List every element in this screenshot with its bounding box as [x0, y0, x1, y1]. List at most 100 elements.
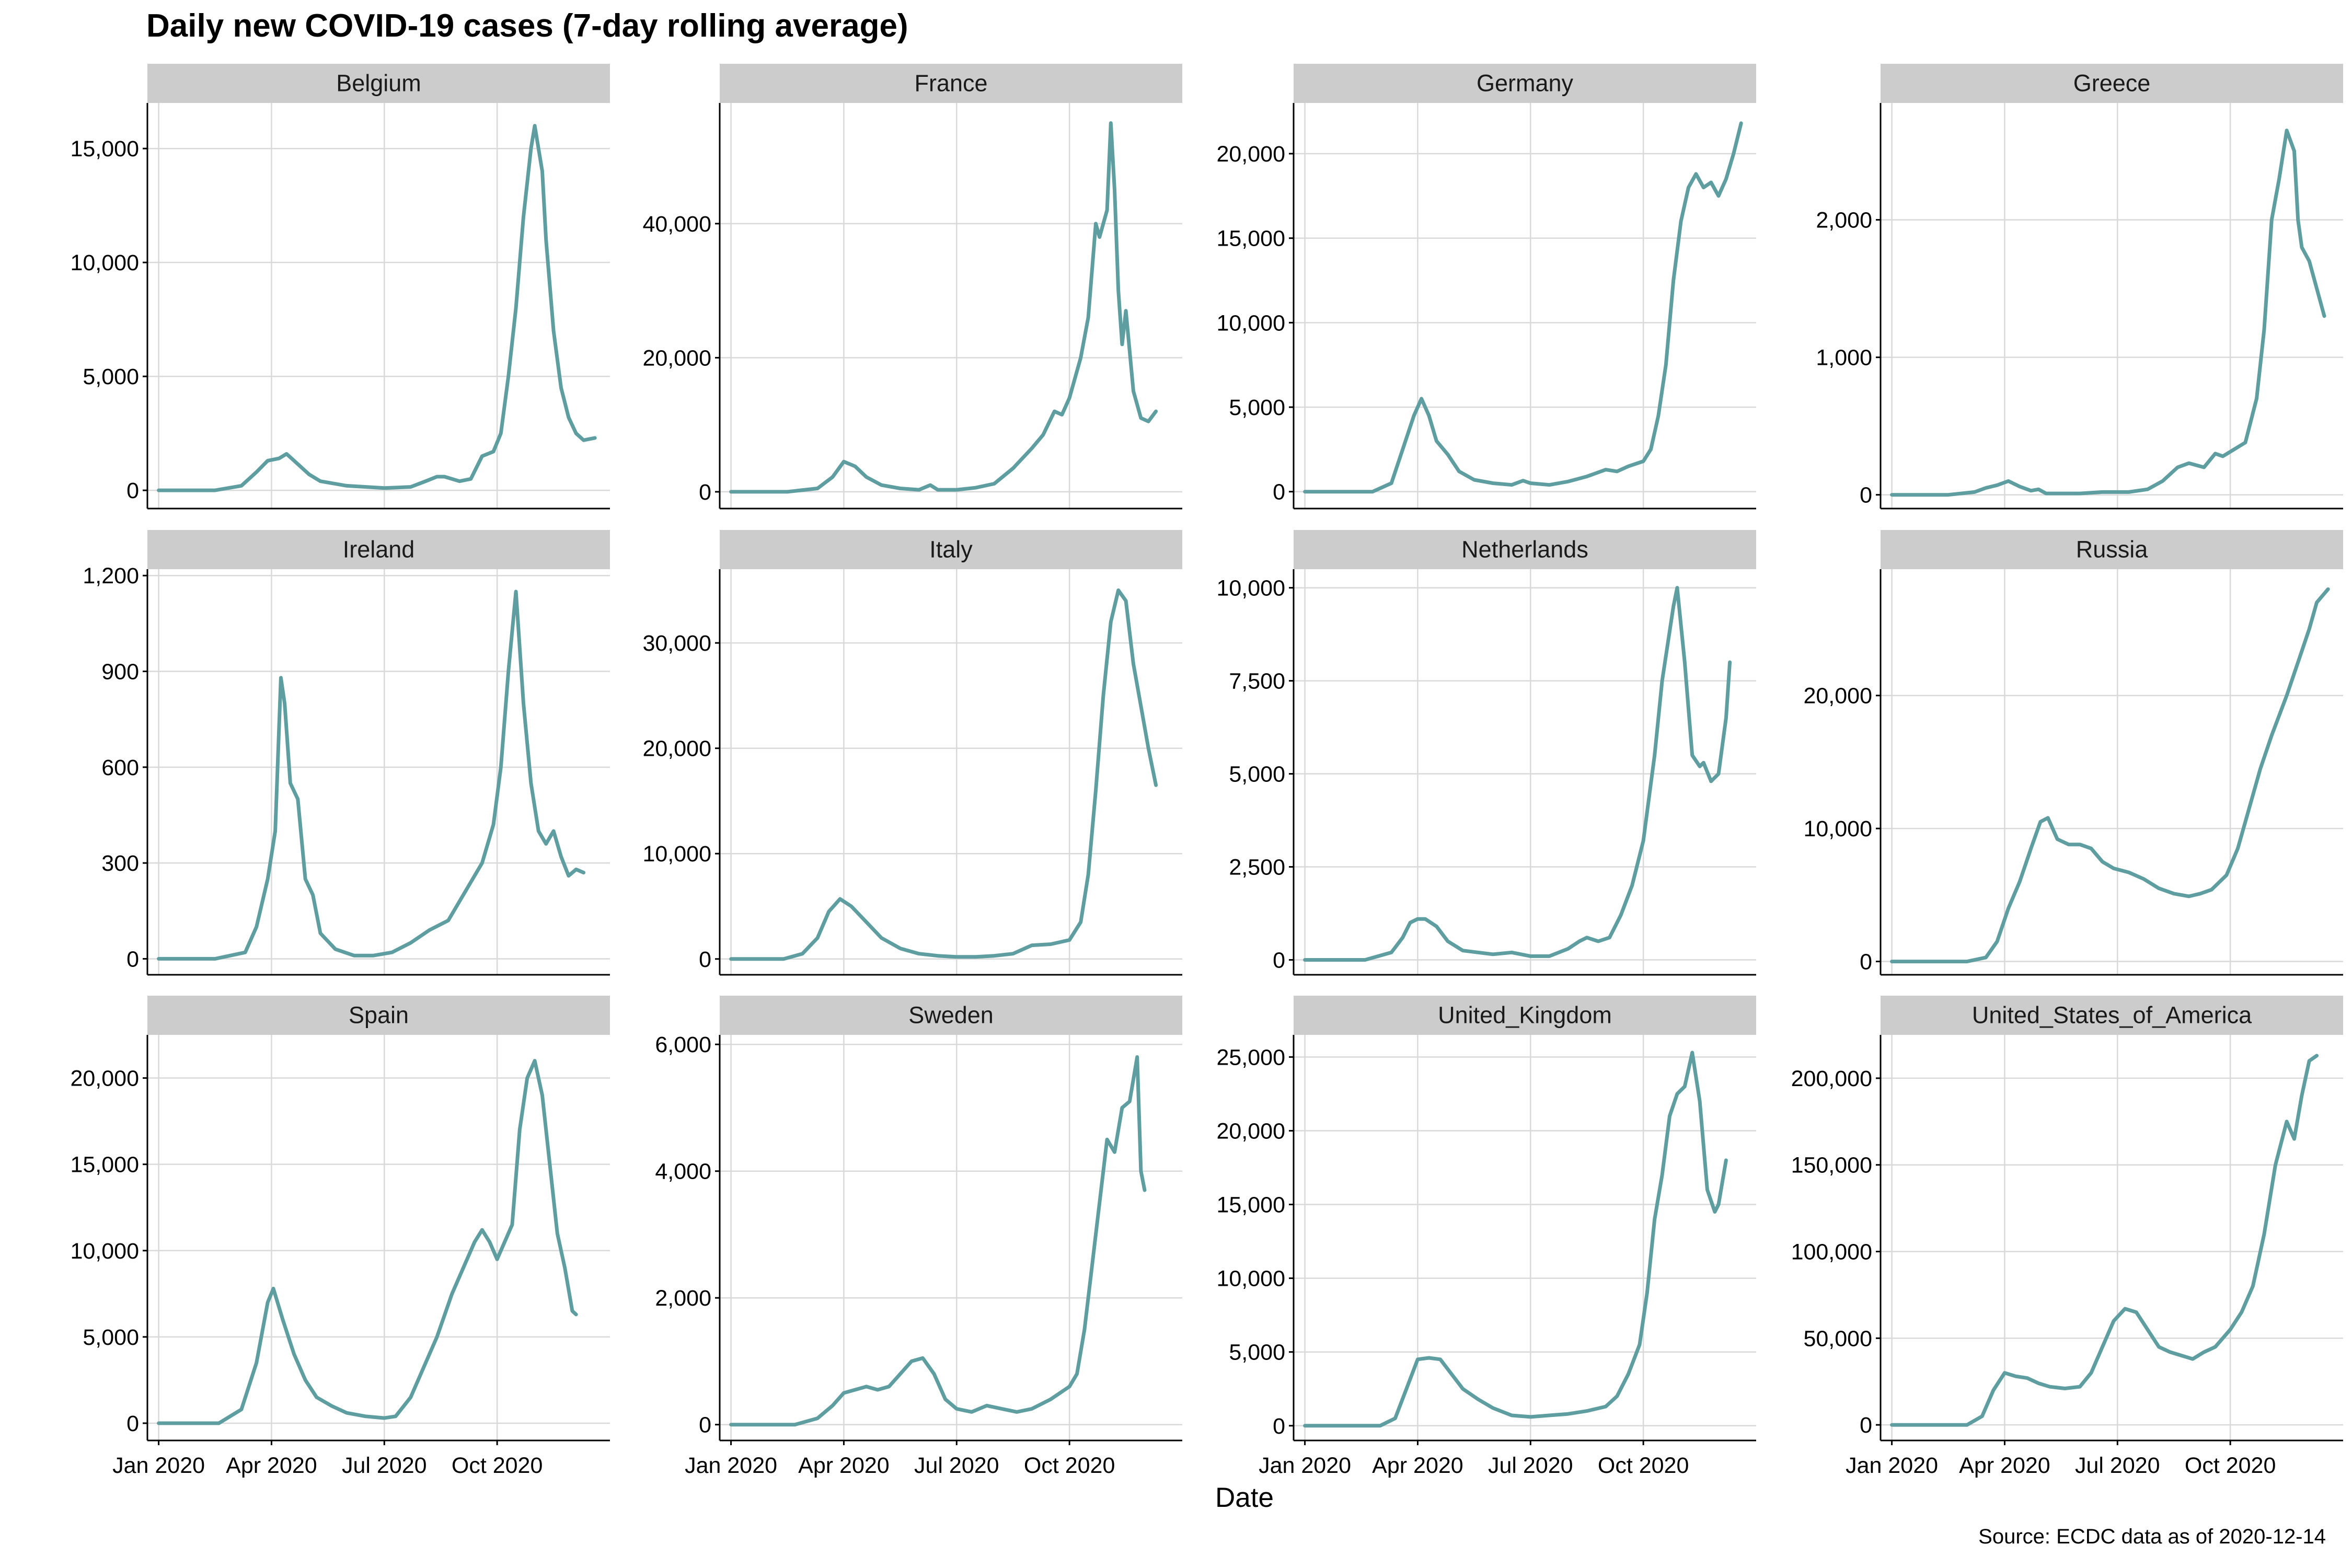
- series-line-germany: [1303, 121, 1743, 494]
- y-tick-label-russia: 0: [1860, 950, 1872, 975]
- facet-strip-germany: [1294, 64, 1756, 103]
- y-tick-label-united-states-of-america: 100,000: [1791, 1240, 1872, 1265]
- y-tick-label-italy: 10,000: [642, 841, 711, 867]
- y-tick-label-sweden: 0: [699, 1413, 711, 1438]
- y-tick-label-belgium: 5,000: [83, 364, 139, 389]
- y-tick-label-france: 40,000: [642, 212, 711, 237]
- x-tick-label-spain: Oct 2020: [452, 1453, 543, 1478]
- facet-label-germany: Germany: [1477, 70, 1574, 97]
- series-line-greece: [1890, 129, 2326, 497]
- y-tick-label-united-kingdom: 10,000: [1216, 1266, 1285, 1292]
- y-tick-label-netherlands: 5,000: [1229, 762, 1285, 787]
- y-tick-label-ireland: 900: [101, 660, 139, 685]
- series-line-ireland: [157, 590, 586, 961]
- facet-strip-sweden: [720, 996, 1182, 1035]
- x-tick-label-united-kingdom: Jul 2020: [1488, 1453, 1573, 1478]
- series-line-netherlands: [1303, 586, 1732, 962]
- series-line-spain: [157, 1059, 578, 1425]
- y-tick-label-united-kingdom: 5,000: [1229, 1340, 1285, 1365]
- series-line-france: [729, 121, 1158, 494]
- y-tick-label-greece: 1,000: [1816, 345, 1872, 371]
- y-tick-label-united-states-of-america: 150,000: [1791, 1153, 1872, 1178]
- y-tick-label-united-states-of-america: 50,000: [1803, 1326, 1872, 1351]
- facet-label-spain: Spain: [349, 1002, 409, 1029]
- facet-strip-netherlands: [1294, 530, 1756, 569]
- x-axis-title: Date: [1215, 1482, 1274, 1513]
- y-tick-label-united-kingdom: 0: [1273, 1414, 1285, 1439]
- facet-strip-greece: [1881, 64, 2343, 103]
- y-tick-label-germany: 15,000: [1216, 226, 1285, 251]
- y-tick-label-sweden: 2,000: [655, 1286, 711, 1311]
- y-tick-label-italy: 20,000: [642, 736, 711, 762]
- y-tick-label-united-states-of-america: 200,000: [1791, 1066, 1872, 1091]
- x-tick-label-united-kingdom: Jan 2020: [1259, 1453, 1351, 1478]
- facet-strip-italy: [720, 530, 1182, 569]
- x-tick-label-united-states-of-america: Apr 2020: [1959, 1453, 2050, 1478]
- y-tick-label-spain: 10,000: [70, 1239, 139, 1264]
- facet-strip-united-states-of-america: [1881, 996, 2343, 1035]
- facet-label-russia: Russia: [2076, 536, 2149, 563]
- x-tick-label-sweden: Oct 2020: [1024, 1453, 1115, 1478]
- y-tick-label-united-kingdom: 20,000: [1216, 1119, 1285, 1144]
- y-tick-label-ireland: 600: [101, 755, 139, 780]
- y-tick-label-russia: 10,000: [1803, 816, 1872, 841]
- y-tick-label-germany: 5,000: [1229, 395, 1285, 420]
- x-tick-label-united-states-of-america: Jan 2020: [1846, 1453, 1938, 1478]
- facet-strip-ireland: [147, 530, 610, 569]
- series-line-united-states-of-america: [1890, 1054, 2319, 1427]
- facet-label-greece: Greece: [2073, 70, 2151, 97]
- facet-strip-france: [720, 64, 1182, 103]
- y-tick-label-united-states-of-america: 0: [1860, 1413, 1872, 1438]
- series-line-sweden: [729, 1055, 1147, 1427]
- y-tick-label-greece: 2,000: [1816, 208, 1872, 233]
- x-tick-label-spain: Apr 2020: [226, 1453, 317, 1478]
- y-tick-label-germany: 20,000: [1216, 142, 1285, 167]
- y-tick-label-italy: 30,000: [642, 631, 711, 656]
- y-tick-label-spain: 20,000: [70, 1066, 139, 1091]
- facet-label-ireland: Ireland: [343, 536, 415, 563]
- y-tick-label-sweden: 4,000: [655, 1159, 711, 1184]
- x-tick-label-united-kingdom: Oct 2020: [1598, 1453, 1689, 1478]
- facet-label-belgium: Belgium: [336, 70, 421, 97]
- facet-label-united-states-of-america: United_States_of_America: [1972, 1002, 2252, 1029]
- series-line-united-kingdom: [1303, 1051, 1728, 1428]
- facet-label-united-kingdom: United_Kingdom: [1438, 1002, 1612, 1029]
- x-tick-label-united-kingdom: Apr 2020: [1372, 1453, 1463, 1478]
- facet-strip-russia: [1881, 530, 2343, 569]
- y-tick-label-ireland: 0: [126, 947, 139, 972]
- facet-label-sweden: Sweden: [908, 1002, 994, 1029]
- x-tick-label-sweden: Apr 2020: [798, 1453, 890, 1478]
- facet-label-france: France: [914, 70, 987, 97]
- facet-strip-belgium: [147, 64, 610, 103]
- facet-label-netherlands: Netherlands: [1461, 536, 1588, 563]
- y-tick-label-sweden: 6,000: [655, 1032, 711, 1057]
- x-tick-label-spain: Jul 2020: [342, 1453, 427, 1478]
- x-tick-label-united-states-of-america: Jul 2020: [2075, 1453, 2160, 1478]
- y-tick-label-ireland: 300: [101, 851, 139, 876]
- y-tick-label-netherlands: 0: [1273, 948, 1285, 973]
- series-line-belgium: [157, 124, 597, 492]
- y-tick-label-netherlands: 7,500: [1229, 669, 1285, 694]
- y-tick-label-france: 0: [699, 480, 711, 505]
- y-tick-label-netherlands: 2,500: [1229, 855, 1285, 880]
- chart-title: Daily new COVID-19 cases (7-day rolling …: [146, 8, 908, 44]
- y-tick-label-belgium: 15,000: [70, 136, 139, 162]
- y-tick-label-greece: 0: [1860, 483, 1872, 508]
- facet-strip-spain: [147, 996, 610, 1035]
- source-caption: Source: ECDC data as of 2020-12-14: [1978, 1525, 2326, 1548]
- y-tick-label-germany: 10,000: [1216, 310, 1285, 336]
- series-line-russia: [1890, 587, 2330, 964]
- y-tick-label-italy: 0: [699, 947, 711, 972]
- x-tick-label-sweden: Jul 2020: [914, 1453, 999, 1478]
- y-tick-label-russia: 20,000: [1803, 684, 1872, 709]
- x-tick-label-sweden: Jan 2020: [685, 1453, 777, 1478]
- y-tick-label-france: 20,000: [642, 345, 711, 371]
- y-tick-label-spain: 0: [126, 1411, 139, 1436]
- x-tick-label-united-states-of-america: Oct 2020: [2185, 1453, 2276, 1478]
- y-tick-label-united-kingdom: 15,000: [1216, 1193, 1285, 1218]
- series-line-italy: [729, 588, 1158, 961]
- y-tick-label-spain: 5,000: [83, 1325, 139, 1350]
- y-tick-label-belgium: 10,000: [70, 250, 139, 275]
- y-tick-label-netherlands: 10,000: [1216, 576, 1285, 601]
